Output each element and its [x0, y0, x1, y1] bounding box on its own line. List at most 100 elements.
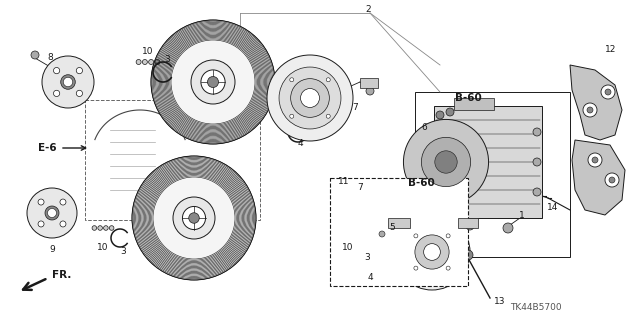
Text: TK44B5700: TK44B5700 [510, 303, 562, 313]
Text: E-6: E-6 [38, 143, 57, 153]
Circle shape [463, 250, 473, 260]
Circle shape [47, 209, 56, 218]
Bar [360, 78, 378, 88]
Circle shape [446, 108, 454, 116]
Bar [388, 218, 410, 228]
Text: 13: 13 [494, 298, 506, 307]
Bar [434, 106, 542, 218]
Circle shape [583, 103, 597, 117]
Circle shape [142, 60, 147, 64]
Circle shape [436, 111, 444, 119]
Text: 3: 3 [364, 254, 370, 263]
Circle shape [326, 78, 330, 82]
Text: 7: 7 [357, 183, 363, 192]
Circle shape [533, 128, 541, 136]
Circle shape [132, 156, 256, 280]
Circle shape [76, 90, 83, 97]
Circle shape [358, 233, 363, 237]
Circle shape [404, 225, 460, 279]
Circle shape [76, 68, 83, 74]
Circle shape [45, 206, 59, 220]
Circle shape [290, 78, 294, 82]
Circle shape [109, 226, 114, 230]
Circle shape [267, 55, 353, 141]
Text: B-60: B-60 [408, 178, 435, 188]
Circle shape [54, 90, 60, 97]
Circle shape [533, 188, 541, 196]
Bar [330, 178, 468, 286]
Circle shape [446, 234, 450, 238]
Text: 4: 4 [367, 273, 373, 283]
Text: 10: 10 [342, 243, 354, 253]
Circle shape [104, 226, 108, 230]
Circle shape [424, 244, 440, 260]
Text: 3: 3 [164, 56, 170, 64]
Text: 11: 11 [339, 177, 349, 187]
Circle shape [414, 234, 418, 238]
Circle shape [605, 89, 611, 95]
Circle shape [173, 197, 215, 239]
Text: FR.: FR. [52, 270, 72, 280]
Circle shape [60, 199, 66, 205]
Circle shape [587, 107, 593, 113]
Circle shape [27, 188, 77, 238]
Circle shape [98, 226, 102, 230]
Circle shape [207, 77, 218, 87]
Text: 10: 10 [97, 243, 109, 253]
Text: 1: 1 [519, 211, 525, 220]
Bar [454, 98, 494, 110]
Bar [415, 92, 570, 257]
Circle shape [155, 60, 160, 64]
Circle shape [291, 79, 330, 117]
Circle shape [201, 70, 225, 94]
Circle shape [38, 199, 44, 205]
Circle shape [347, 233, 351, 237]
Circle shape [182, 206, 205, 230]
Circle shape [290, 114, 294, 118]
Circle shape [148, 60, 154, 64]
Circle shape [151, 20, 275, 144]
Circle shape [466, 222, 474, 230]
Circle shape [366, 87, 374, 95]
Circle shape [435, 151, 457, 173]
Text: 6: 6 [421, 123, 427, 132]
Text: 2: 2 [365, 5, 371, 14]
Circle shape [533, 158, 541, 166]
Circle shape [353, 233, 357, 237]
Text: 12: 12 [605, 46, 617, 55]
Bar [458, 218, 478, 228]
Text: B-60: B-60 [455, 93, 482, 103]
Circle shape [279, 67, 341, 129]
Circle shape [609, 177, 615, 183]
Text: 5: 5 [389, 224, 395, 233]
Circle shape [605, 173, 619, 187]
Circle shape [394, 214, 470, 290]
Circle shape [191, 60, 235, 104]
Circle shape [588, 153, 602, 167]
Polygon shape [572, 140, 625, 215]
Circle shape [54, 68, 60, 74]
Circle shape [326, 114, 330, 118]
Text: 10: 10 [142, 48, 154, 56]
Circle shape [63, 77, 73, 87]
Circle shape [446, 266, 450, 270]
Circle shape [189, 213, 199, 223]
Circle shape [31, 51, 39, 59]
Text: 7: 7 [352, 102, 358, 112]
Circle shape [403, 119, 488, 204]
Circle shape [92, 226, 97, 230]
Circle shape [601, 85, 615, 99]
Circle shape [415, 235, 449, 269]
Circle shape [379, 231, 385, 237]
Circle shape [136, 60, 141, 64]
Text: 4: 4 [297, 138, 303, 147]
Circle shape [421, 137, 470, 187]
Circle shape [38, 221, 44, 227]
Text: 9: 9 [49, 246, 55, 255]
Circle shape [61, 75, 76, 89]
Text: 14: 14 [547, 204, 559, 212]
Bar [85, 100, 260, 220]
Text: 3: 3 [120, 248, 126, 256]
Circle shape [503, 223, 513, 233]
Circle shape [60, 221, 66, 227]
